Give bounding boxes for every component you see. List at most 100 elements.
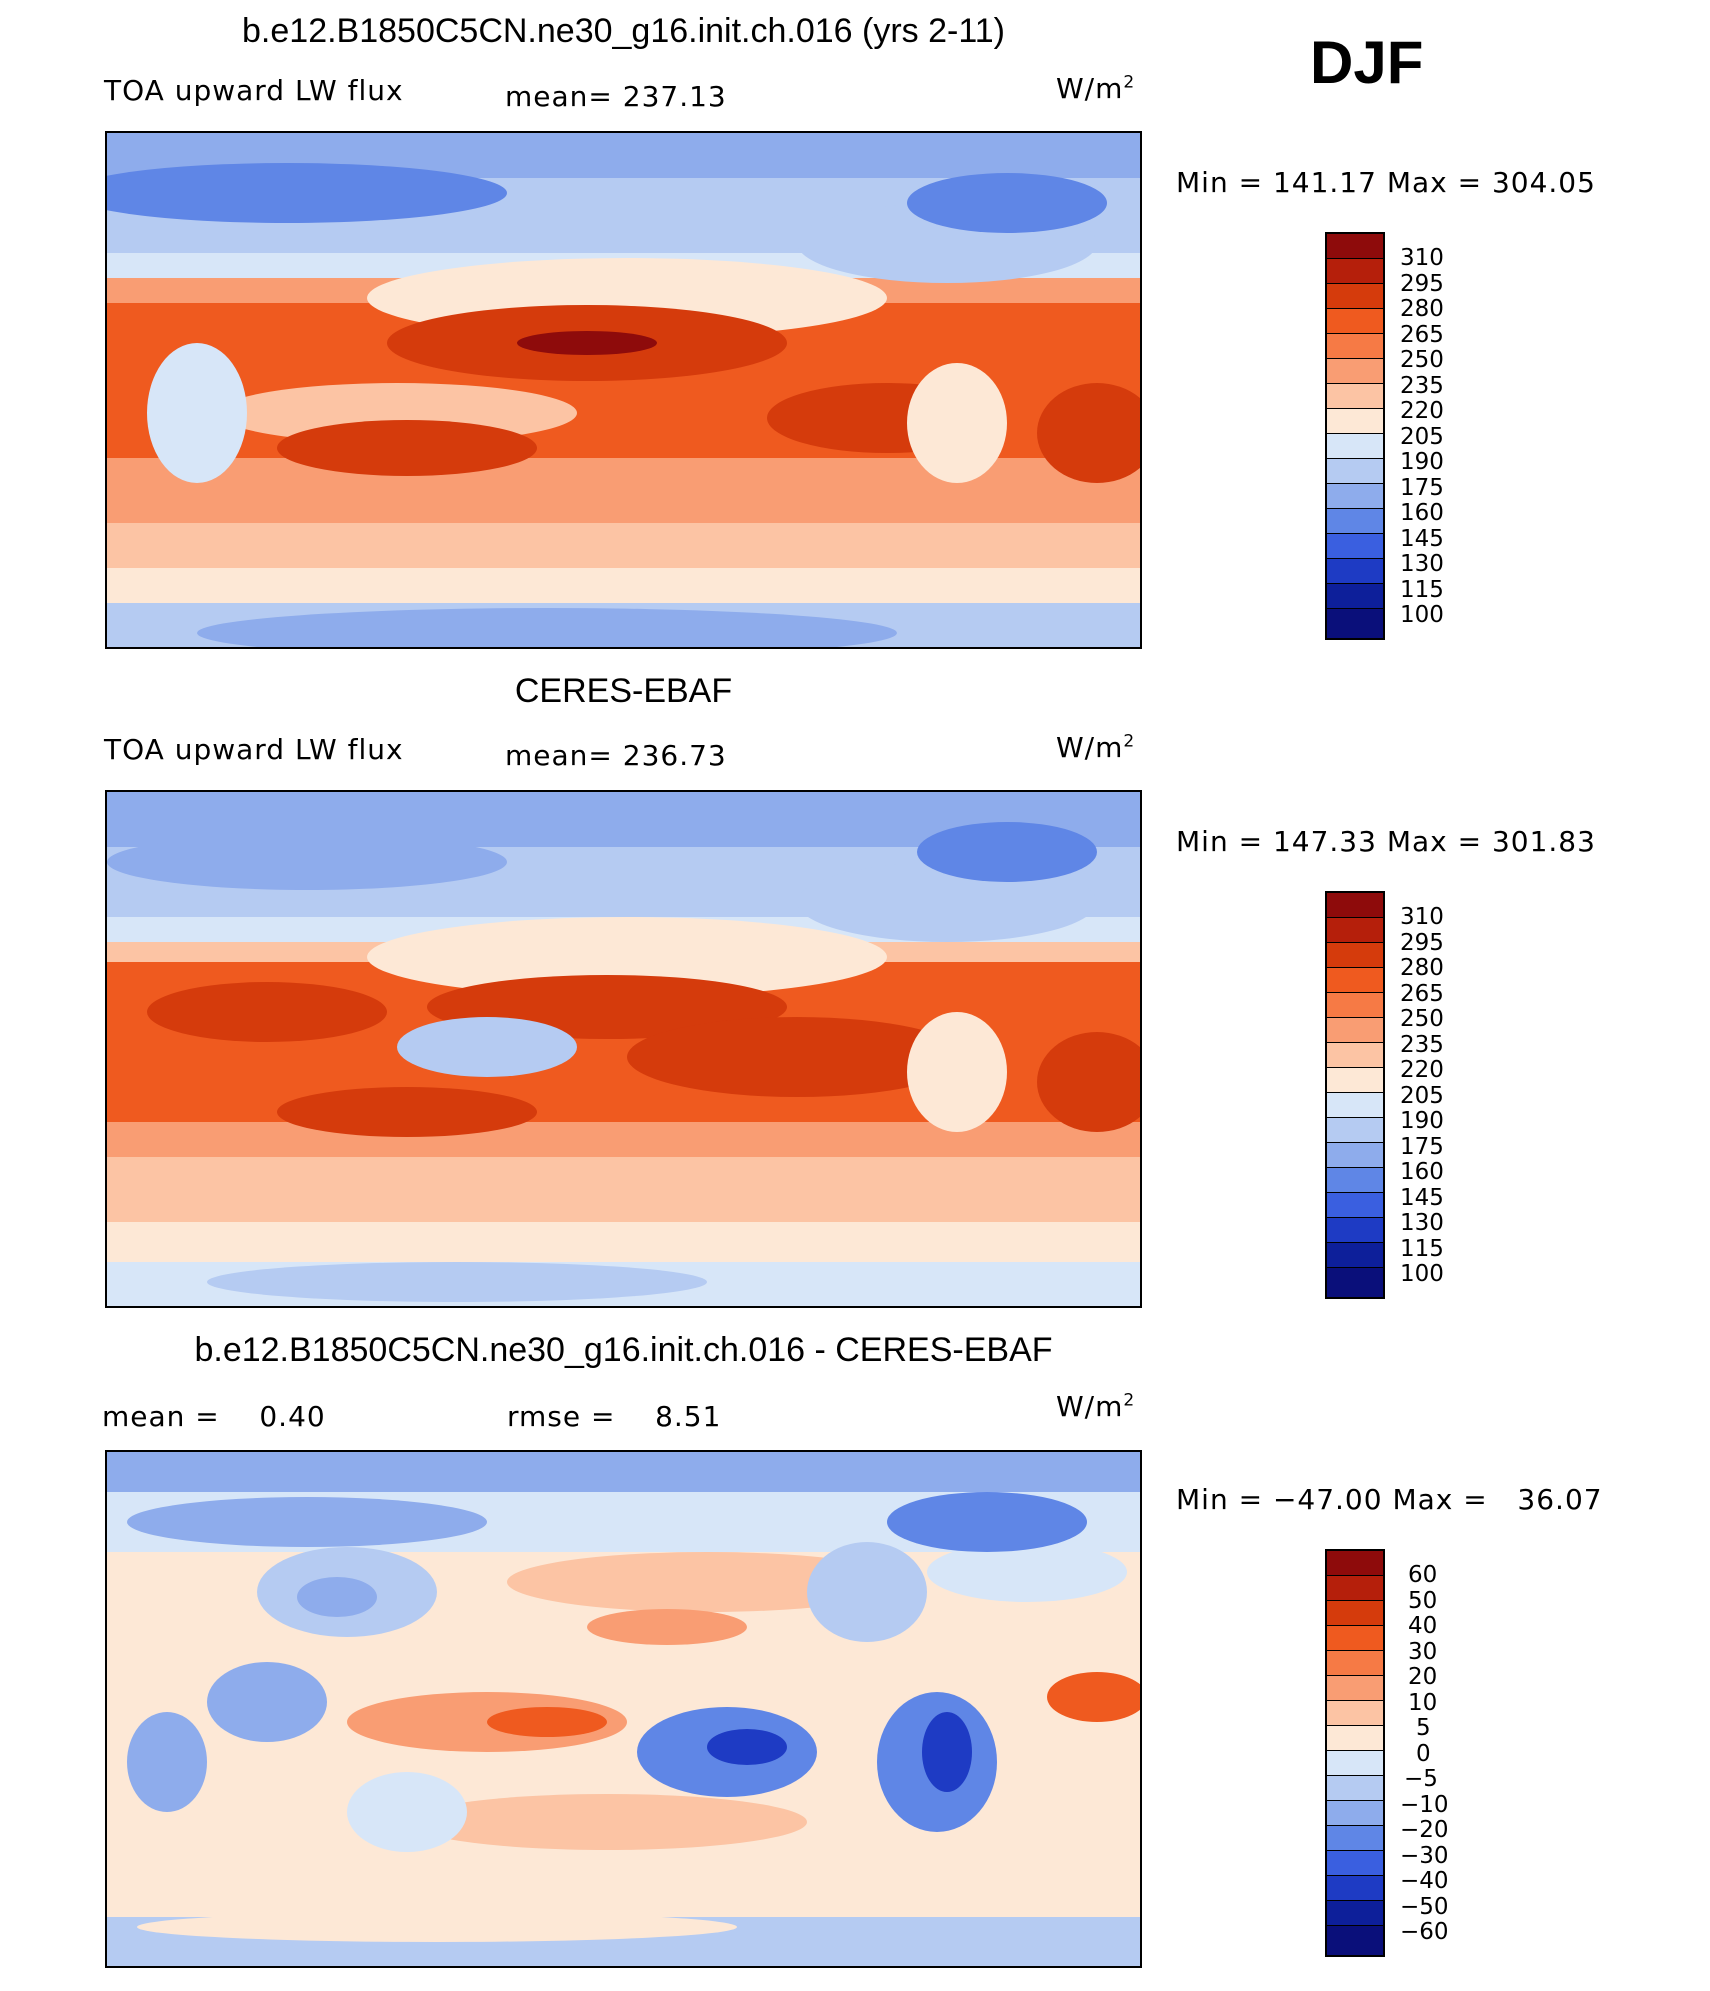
season-label: DJF <box>1310 29 1424 96</box>
colorbar-swatch <box>1327 1876 1383 1901</box>
colorbar-tick-label: −40 <box>1400 1868 1449 1894</box>
mean-label: mean = 0.40 <box>102 1400 326 1433</box>
variable-label: TOA upward LW flux <box>104 733 404 766</box>
colorbar-swatch <box>1327 1043 1383 1068</box>
colorbar <box>1325 232 1385 640</box>
colorbar-tick-label: 235 <box>1400 1031 1444 1058</box>
mean-label: mean= 236.73 <box>505 739 727 772</box>
colorbar-swatch <box>1327 459 1383 484</box>
colorbar-swatch <box>1327 584 1383 609</box>
colorbar-tick-label: 40 <box>1408 1613 1438 1639</box>
colorbar-tick-label: 295 <box>1400 270 1444 297</box>
colorbar-tick-label: 190 <box>1400 1108 1444 1134</box>
colorbar-swatch <box>1327 1801 1383 1826</box>
colorbar-tick-label: 205 <box>1400 423 1444 450</box>
colorbar-swatch <box>1327 534 1383 559</box>
units-label: W/m2 <box>1056 731 1136 764</box>
colorbar-swatch <box>1327 259 1383 284</box>
colorbar-tick-label: −30 <box>1400 1842 1449 1869</box>
rmse-label: rmse = 8.51 <box>507 1400 722 1433</box>
panel-title: b.e12.B1850C5CN.ne30_g16.init.ch.016 - C… <box>194 1331 1053 1369</box>
colorbar-tick-label: 160 <box>1400 1159 1444 1185</box>
colorbar-swatch <box>1327 409 1383 434</box>
colorbar-swatch <box>1327 1018 1383 1043</box>
panel-title: b.e12.B1850C5CN.ne30_g16.init.ch.016 (yr… <box>242 12 1005 50</box>
colorbar-swatch <box>1327 1193 1383 1218</box>
colorbar-swatch <box>1327 1218 1383 1243</box>
colorbar-tick-label: 100 <box>1400 1261 1444 1287</box>
colorbar-swatch <box>1327 1751 1383 1776</box>
colorbar-tick-label: 250 <box>1400 347 1444 373</box>
colorbar-swatch <box>1327 1901 1383 1926</box>
colorbar-tick-label: 310 <box>1400 245 1444 271</box>
colorbar <box>1325 891 1385 1299</box>
colorbar-tick-label: 265 <box>1400 321 1444 348</box>
colorbar-swatch <box>1327 1601 1383 1626</box>
colorbar-tick-label: −50 <box>1400 1893 1449 1920</box>
colorbar-swatch <box>1327 1168 1383 1193</box>
colorbar-swatch <box>1327 993 1383 1018</box>
minmax-label: Min = −47.00 Max = 36.07 <box>1176 1483 1603 1516</box>
colorbar-swatch <box>1327 1268 1383 1297</box>
colorbar-tick-label: 20 <box>1408 1664 1438 1690</box>
colorbar-tick-label: 295 <box>1400 929 1444 956</box>
colorbar-tick-label: 145 <box>1400 1184 1444 1211</box>
colorbar-tick-label: 115 <box>1400 576 1444 603</box>
colorbar-swatch <box>1327 1701 1383 1726</box>
colorbar-swatch <box>1327 1676 1383 1701</box>
colorbar-tick-label: 235 <box>1400 372 1444 399</box>
colorbar-swatch <box>1327 609 1383 638</box>
colorbar-tick-label: −5 <box>1404 1766 1438 1792</box>
mean-label: mean= 237.13 <box>505 80 727 113</box>
panel-title: CERES-EBAF <box>514 672 733 710</box>
colorbar-swatch <box>1327 1243 1383 1268</box>
colorbar-tick-label: 205 <box>1400 1082 1444 1109</box>
colorbar-swatch <box>1327 334 1383 359</box>
colorbar-swatch <box>1327 893 1383 918</box>
map-field <box>105 1450 1142 1968</box>
colorbar-tick-label: 280 <box>1400 296 1444 322</box>
colorbar-tick-label: 250 <box>1400 1006 1444 1032</box>
colorbar-tick-label: 175 <box>1400 1133 1444 1160</box>
colorbar-tick-label: 130 <box>1400 1210 1444 1236</box>
colorbar-tick-label: 160 <box>1400 500 1444 526</box>
colorbar-tick-label: 310 <box>1400 904 1444 930</box>
colorbar-swatch <box>1327 1068 1383 1093</box>
colorbar-tick-label: 30 <box>1408 1638 1438 1665</box>
colorbar-swatch <box>1327 234 1383 259</box>
colorbar-swatch <box>1327 1651 1383 1676</box>
colorbar-swatch <box>1327 1826 1383 1851</box>
colorbar-swatch <box>1327 1551 1383 1576</box>
colorbar-swatch <box>1327 1626 1383 1651</box>
units-label: W/m2 <box>1056 1390 1136 1423</box>
colorbar-swatch <box>1327 1143 1383 1168</box>
colorbar-tick-label: −10 <box>1400 1791 1449 1818</box>
colorbar-swatch <box>1327 1776 1383 1801</box>
colorbar <box>1325 1549 1385 1957</box>
colorbar-swatch <box>1327 309 1383 334</box>
colorbar-swatch <box>1327 968 1383 993</box>
contour-map <box>107 792 1140 1306</box>
colorbar-tick-label: 190 <box>1400 449 1444 475</box>
colorbar-swatch <box>1327 943 1383 968</box>
contour-map <box>107 133 1140 647</box>
colorbar-swatch <box>1327 484 1383 509</box>
colorbar-tick-label: 145 <box>1400 525 1444 552</box>
colorbar-swatch <box>1327 359 1383 384</box>
colorbar-swatch <box>1327 509 1383 534</box>
colorbar-tick-label: −20 <box>1400 1817 1449 1843</box>
colorbar-tick-label: 175 <box>1400 474 1444 501</box>
colorbar-swatch <box>1327 284 1383 309</box>
units-label: W/m2 <box>1056 72 1136 105</box>
colorbar-tick-label: 265 <box>1400 980 1444 1007</box>
colorbar-tick-label: −60 <box>1400 1919 1449 1945</box>
colorbar-swatch <box>1327 918 1383 943</box>
colorbar-tick-label: 60 <box>1408 1562 1438 1588</box>
colorbar-swatch <box>1327 1926 1383 1955</box>
map-field <box>105 790 1142 1308</box>
colorbar-tick-label: 220 <box>1400 1057 1444 1083</box>
colorbar-swatch <box>1327 434 1383 459</box>
colorbar-swatch <box>1327 384 1383 409</box>
colorbar-swatch <box>1327 1851 1383 1876</box>
